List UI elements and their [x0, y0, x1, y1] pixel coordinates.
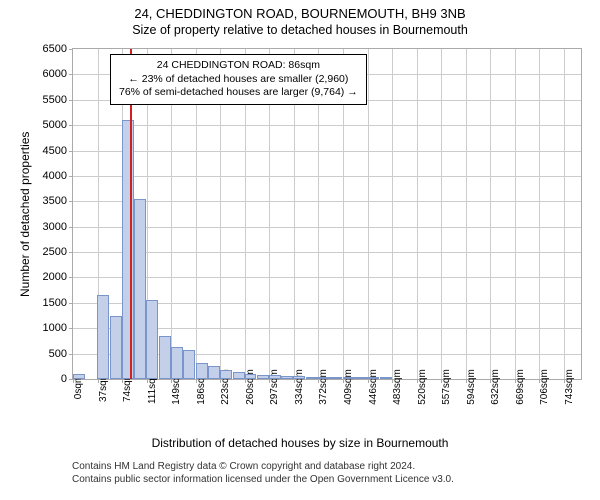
ytick-label: 3000: [27, 221, 73, 233]
histogram-bar: [208, 366, 220, 379]
gridline-v: [564, 49, 565, 379]
ytick-label: 5500: [27, 94, 73, 106]
gridline-v: [490, 49, 491, 379]
xtick-label: 409sqm: [343, 369, 354, 405]
gridline-h: [73, 176, 581, 177]
ytick-label: 6500: [27, 43, 73, 55]
xtick-label: 743sqm: [564, 369, 575, 405]
gridline-v: [368, 49, 369, 379]
histogram-bar: [293, 376, 305, 379]
gridline-h: [73, 277, 581, 278]
histogram-bar: [97, 295, 109, 379]
gridline-h: [73, 125, 581, 126]
gridline-h: [73, 252, 581, 253]
ytick-label: 3500: [27, 195, 73, 207]
histogram-bar: [281, 376, 293, 379]
ytick-label: 4000: [27, 170, 73, 182]
chart-subtitle: Size of property relative to detached ho…: [0, 21, 600, 41]
histogram-bar: [245, 374, 257, 379]
gridline-v: [441, 49, 442, 379]
xtick-label: 372sqm: [318, 369, 329, 405]
histogram-bar: [355, 377, 367, 379]
ytick-label: 1000: [27, 322, 73, 334]
histogram-bar: [220, 370, 232, 379]
xtick-label: 483sqm: [392, 369, 403, 405]
gridline-h: [73, 227, 581, 228]
ytick-label: 1500: [27, 297, 73, 309]
histogram-bar: [330, 377, 342, 379]
histogram-bar: [380, 377, 392, 379]
xtick-label: 334sqm: [294, 369, 305, 405]
histogram-bar: [257, 375, 269, 379]
histogram-bar: [318, 377, 330, 379]
ytick-label: 2500: [27, 246, 73, 258]
ytick-label: 6000: [27, 68, 73, 80]
info-line-1: 24 CHEDDINGTON ROAD: 86sqm: [119, 59, 358, 73]
ytick-label: 5000: [27, 119, 73, 131]
histogram-bar: [159, 336, 171, 379]
histogram-bar: [306, 377, 318, 379]
gridline-v: [392, 49, 393, 379]
gridline-h: [73, 201, 581, 202]
histogram-bar: [196, 363, 208, 379]
attribution: Contains HM Land Registry data © Crown c…: [72, 460, 454, 486]
x-axis-label: Distribution of detached houses by size …: [0, 436, 600, 450]
histogram-bar: [367, 377, 379, 379]
histogram-bar: [171, 347, 183, 379]
histogram-bar: [183, 350, 195, 379]
xtick-label: 557sqm: [441, 369, 452, 405]
ytick-label: 500: [27, 348, 73, 360]
gridline-v: [515, 49, 516, 379]
ytick-label: 2000: [27, 271, 73, 283]
gridline-v: [539, 49, 540, 379]
attribution-line-1: Contains HM Land Registry data © Crown c…: [72, 460, 454, 473]
gridline-v: [417, 49, 418, 379]
histogram-bar: [73, 374, 85, 379]
xtick-label: 632sqm: [490, 369, 501, 405]
xtick-label: 446sqm: [368, 369, 379, 405]
histogram-bar: [269, 375, 281, 379]
gridline-v: [466, 49, 467, 379]
chart-container: 24, CHEDDINGTON ROAD, BOURNEMOUTH, BH9 3…: [0, 0, 600, 500]
histogram-bar: [110, 316, 122, 379]
xtick-label: 594sqm: [466, 369, 477, 405]
xtick-label: 706sqm: [539, 369, 550, 405]
ytick-label: 0: [27, 373, 73, 385]
info-line-2: ← 23% of detached houses are smaller (2,…: [119, 73, 358, 87]
xtick-label: 669sqm: [515, 369, 526, 405]
histogram-bar: [122, 120, 134, 379]
ytick-label: 4500: [27, 145, 73, 157]
xtick-label: 520sqm: [417, 369, 428, 405]
histogram-bar: [146, 300, 158, 379]
histogram-bar: [343, 377, 355, 379]
histogram-bar: [134, 199, 146, 379]
info-line-3: 76% of semi-detached houses are larger (…: [119, 86, 358, 100]
info-box: 24 CHEDDINGTON ROAD: 86sqm ← 23% of deta…: [110, 54, 367, 105]
attribution-line-2: Contains public sector information licen…: [72, 473, 454, 486]
chart-title: 24, CHEDDINGTON ROAD, BOURNEMOUTH, BH9 3…: [0, 0, 600, 21]
gridline-h: [73, 151, 581, 152]
histogram-bar: [233, 372, 245, 379]
